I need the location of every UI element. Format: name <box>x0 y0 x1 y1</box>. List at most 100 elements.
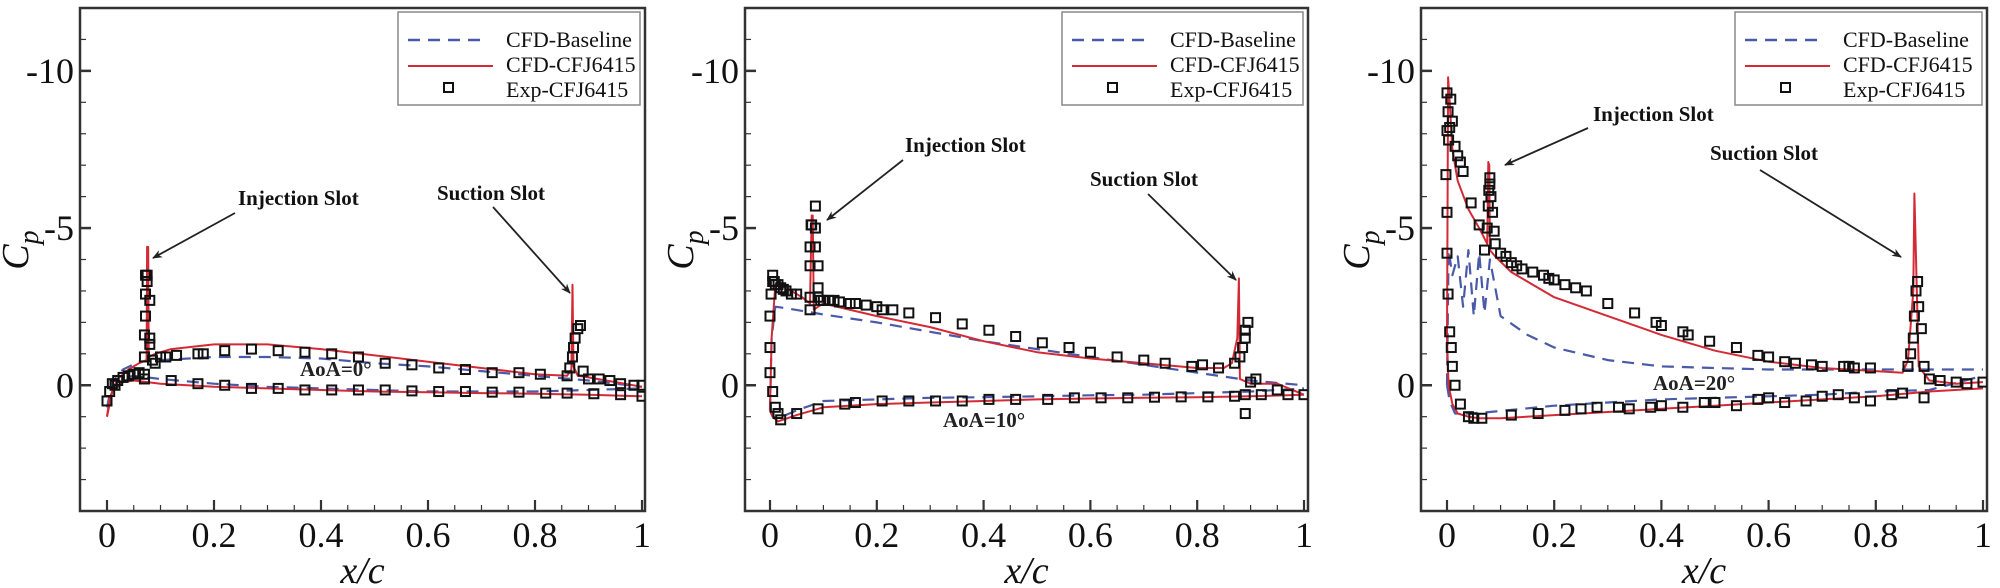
exp-data-point <box>1816 360 1828 372</box>
injection-slot-label: Injection Slot <box>1593 102 1714 126</box>
exp-data-point <box>1488 225 1500 237</box>
exp-data-point <box>636 379 645 391</box>
exp-data-point <box>1036 337 1048 349</box>
exp-data-point <box>1559 404 1571 416</box>
exp-data-point <box>171 349 183 361</box>
exp-data-point <box>245 343 257 355</box>
exp-data-point <box>956 395 968 407</box>
exp-data-point <box>1897 387 1909 399</box>
exp-data-point <box>1159 357 1171 369</box>
exp-data-point <box>764 310 776 322</box>
exp-data-point <box>1476 412 1488 424</box>
exp-data-point <box>1848 392 1860 404</box>
exp-data-point <box>459 386 471 398</box>
exp-data-point <box>138 373 150 385</box>
legend-label-baseline: CFD-Baseline <box>1843 27 1969 52</box>
exp-data-point <box>245 382 257 394</box>
exp-data-point <box>1655 400 1667 412</box>
panel-3: -10 -5 0 0 0.2 0.4 0.6 0.8 1 x/c Cp AoA=20° Injectio… <box>1336 6 1992 588</box>
exp-data-point <box>1645 401 1657 413</box>
exp-data-point <box>1752 349 1764 361</box>
exp-data-point <box>769 401 781 413</box>
y-tick-label: -5 <box>1385 208 1415 248</box>
exp-data-point <box>1559 279 1571 291</box>
x-tick-label: 0.4 <box>299 515 344 555</box>
exp-data-point <box>1441 247 1453 259</box>
exp-data-point <box>1138 354 1150 366</box>
legend-exp-swatch <box>443 82 454 93</box>
exp-data-point <box>433 362 445 374</box>
exp-data-point <box>192 378 204 390</box>
exp-data-point <box>1452 150 1464 162</box>
exp-data-point <box>1709 397 1721 409</box>
exp-data-point <box>513 386 525 398</box>
exp-data-point <box>534 368 546 380</box>
exp-data-point <box>1613 401 1625 413</box>
exp-data-point <box>1961 378 1973 390</box>
exp-data-point <box>812 282 824 294</box>
aoa-label: AoA=0° <box>300 357 372 381</box>
suction-slot-label: Suction Slot <box>1090 167 1198 191</box>
x-tick-label: 1 <box>1974 515 1992 555</box>
panel-2: -10 -5 0 0 0.2 0.4 0.6 0.8 1 x/c Cp AoA=10° Injectio… <box>660 6 1313 588</box>
exp-data-point <box>1282 389 1294 401</box>
exp-data-point <box>1484 178 1496 190</box>
injection-slot-arrow <box>826 159 904 221</box>
exp-data-point <box>1913 301 1925 313</box>
exp-data-point <box>1902 360 1914 372</box>
exp-data-point <box>144 332 156 344</box>
exp-data-point <box>809 222 821 234</box>
exp-data-point <box>1454 398 1466 410</box>
y-axis-title: Cp <box>1336 230 1386 269</box>
exp-data-point <box>352 384 364 396</box>
y-axis-title-sub: p <box>1355 230 1386 246</box>
exp-data-point <box>1623 403 1635 415</box>
exp-data-point <box>1010 393 1022 405</box>
exp-data-point <box>1445 93 1457 105</box>
baseline-upper-line <box>1445 249 1983 386</box>
y-tick-label: -5 <box>44 208 74 248</box>
injection-slot-arrow <box>152 212 236 259</box>
exp-data-point <box>1832 389 1844 401</box>
exp-data-point <box>1481 222 1493 234</box>
exp-data-point <box>1730 400 1742 412</box>
exp-data-point <box>459 364 471 376</box>
exp-data-point <box>141 276 153 288</box>
y-axis-title-main: C <box>660 244 702 270</box>
exp-data-point <box>561 387 573 399</box>
cfj-upper-line <box>1446 76 1984 385</box>
exp-data-point <box>326 348 338 360</box>
exp-data-point <box>1682 329 1694 341</box>
exp-data-point <box>1111 351 1123 363</box>
x-tick-label: 0.6 <box>1746 515 1791 555</box>
exp-data-point <box>1175 391 1187 403</box>
exp-data-point <box>1918 392 1930 404</box>
exp-data-point <box>1457 165 1469 177</box>
exp-data-point <box>326 384 338 396</box>
exp-data-point <box>1443 134 1455 146</box>
x-tick-label: 0.2 <box>854 515 899 555</box>
exp-data-point <box>1442 288 1454 300</box>
y-tick-label: -10 <box>691 51 739 91</box>
exp-data-point <box>1483 184 1495 196</box>
exp-data-point <box>1580 285 1592 297</box>
exp-data-point <box>379 384 391 396</box>
exp-data-point <box>1907 332 1919 344</box>
exp-data-point <box>1591 401 1603 413</box>
exp-data-point <box>1063 342 1075 354</box>
exp-data-point <box>791 288 803 300</box>
baseline-lower-line <box>768 387 1305 420</box>
exp-data-point <box>860 299 872 311</box>
exp-data-point <box>764 367 776 379</box>
exp-data-point <box>1042 393 1054 405</box>
x-tick-label: 0.4 <box>961 515 1006 555</box>
exp-data-point <box>1848 362 1860 374</box>
exp-data-point <box>930 312 942 324</box>
exp-data-point <box>140 310 152 322</box>
exp-data-point <box>588 388 600 400</box>
exp-data-point <box>561 370 573 382</box>
exp-data-point <box>1505 409 1517 421</box>
